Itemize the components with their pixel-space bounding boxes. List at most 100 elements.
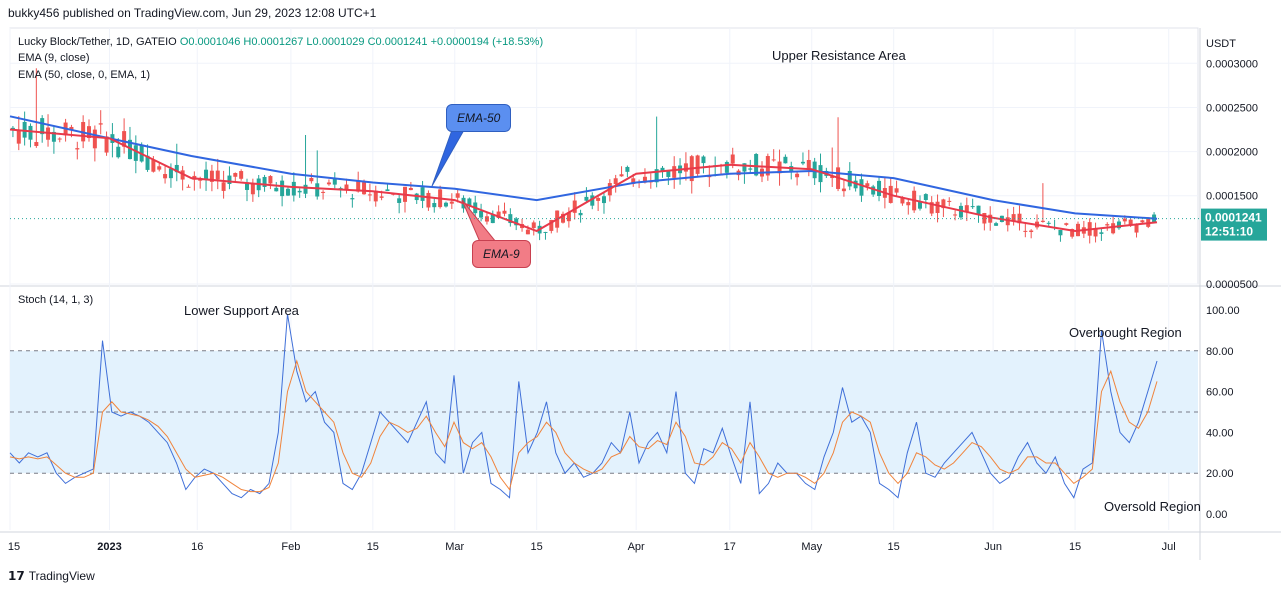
time-axis-label: Jul xyxy=(1162,541,1176,553)
candle-body xyxy=(157,166,162,170)
candle-body xyxy=(531,222,536,229)
legend-ema9: EMA (9, close) xyxy=(18,52,90,64)
time-axis-label: 15 xyxy=(8,541,20,553)
candle-body xyxy=(1099,232,1104,234)
candle-body xyxy=(186,186,191,188)
candle-body xyxy=(900,197,905,204)
candle-body xyxy=(795,173,800,178)
time-axis-label: Jun xyxy=(984,541,1002,553)
time-axis-label: 17 xyxy=(724,541,736,553)
stoch-axis-tick: 20.00 xyxy=(1206,468,1234,480)
candle-body xyxy=(168,168,173,179)
candle-body xyxy=(935,201,940,213)
candle-body xyxy=(847,170,852,187)
footer-brand[interactable]: 𝟭𝟳 TradingView xyxy=(8,569,95,583)
candle-body xyxy=(941,199,946,209)
candle-body xyxy=(262,176,267,187)
candle-body xyxy=(496,211,501,218)
candle-body xyxy=(28,125,33,140)
candle-body xyxy=(865,183,870,187)
candle-body xyxy=(34,142,39,146)
price-axis-currency: USDT xyxy=(1206,38,1236,50)
candle-body xyxy=(601,196,606,204)
candle-body xyxy=(326,182,331,185)
candle-body xyxy=(1023,230,1028,232)
candle-body xyxy=(1122,218,1127,222)
price-axis-tick: 0.0001500 xyxy=(1206,191,1258,203)
candle-body xyxy=(356,181,361,192)
time-axis-label: Mar xyxy=(445,541,464,553)
stoch-axis-tick: 80.00 xyxy=(1206,346,1234,358)
candle-body xyxy=(344,184,349,190)
time-axis-label: 2023 xyxy=(97,541,121,553)
time-axis-label: Feb xyxy=(281,541,300,553)
candle-body xyxy=(303,184,308,194)
candle-body xyxy=(22,121,27,138)
candle-body xyxy=(87,126,92,139)
candle-body xyxy=(701,156,706,164)
candle-body xyxy=(373,190,378,202)
candle-body xyxy=(859,179,864,196)
legend-stoch: Stoch (14, 1, 3) xyxy=(18,294,94,306)
candle-body xyxy=(362,182,367,195)
legend-ohlc: O0.0001046 H0.0001267 L0.0001029 C0.0001… xyxy=(179,36,544,48)
candle-body xyxy=(631,178,636,184)
last-price-value: 0.0001241 xyxy=(1205,211,1262,225)
ema50-callout: EMA-50 xyxy=(446,104,512,132)
candle-body xyxy=(104,136,109,153)
candle-body xyxy=(215,170,220,180)
candle-body xyxy=(127,139,132,160)
candle-body xyxy=(350,198,355,200)
candle-body xyxy=(853,180,858,189)
candle-body xyxy=(1093,229,1098,237)
candle-body xyxy=(367,194,372,196)
candle-body xyxy=(1011,214,1016,221)
lower-support-label: Lower Support Area xyxy=(184,303,299,318)
candle-body xyxy=(443,202,448,207)
candle-body xyxy=(75,148,80,150)
candle-body xyxy=(1029,230,1034,233)
candle-body xyxy=(502,210,507,214)
legend-ema50: EMA (50, close, 0, EMA, 1) xyxy=(18,69,151,81)
time-axis-label: Apr xyxy=(628,541,645,553)
candle-body xyxy=(133,145,138,161)
publisher-header: bukky456 published on TradingView.com, J… xyxy=(8,6,377,20)
candle-body xyxy=(730,154,735,164)
tradingview-logo-icon: 𝟭𝟳 xyxy=(8,569,25,583)
candle-body xyxy=(625,166,630,172)
candle-body xyxy=(590,195,595,206)
stoch-axis-tick: 40.00 xyxy=(1206,427,1234,439)
candle-body xyxy=(800,161,805,164)
candle-body xyxy=(16,130,21,144)
candle-body xyxy=(163,174,168,179)
candle-body xyxy=(543,231,548,233)
candle-body xyxy=(1111,223,1116,234)
candle-body xyxy=(742,163,747,172)
price-axis-tick: 0.0000500 xyxy=(1206,279,1258,291)
candle-body xyxy=(525,229,530,235)
candle-body xyxy=(467,198,472,207)
candle-body xyxy=(426,192,431,208)
candle-body xyxy=(274,187,279,192)
legend-symbol-line: Lucky Block/Tether, 1D, GATEIO O0.000104… xyxy=(18,36,543,48)
price-axis-tick: 0.0003000 xyxy=(1206,58,1258,70)
candle-body xyxy=(514,218,519,226)
candle-body xyxy=(1046,222,1051,224)
candle-body xyxy=(672,166,677,178)
candle-body xyxy=(432,202,437,208)
candle-body xyxy=(57,138,62,140)
candle-body xyxy=(871,186,876,195)
candle-body xyxy=(285,188,290,196)
candle-body xyxy=(385,189,390,192)
candle-body xyxy=(561,213,566,223)
stoch-axis-tick: 100.00 xyxy=(1206,305,1240,317)
candle-body xyxy=(994,223,999,226)
candle-body xyxy=(695,155,700,174)
candle-body xyxy=(92,129,97,149)
candle-body xyxy=(970,206,975,208)
candle-body xyxy=(683,163,688,172)
candle-body xyxy=(1105,224,1110,226)
candle-body xyxy=(596,197,601,201)
candle-body xyxy=(397,198,402,203)
